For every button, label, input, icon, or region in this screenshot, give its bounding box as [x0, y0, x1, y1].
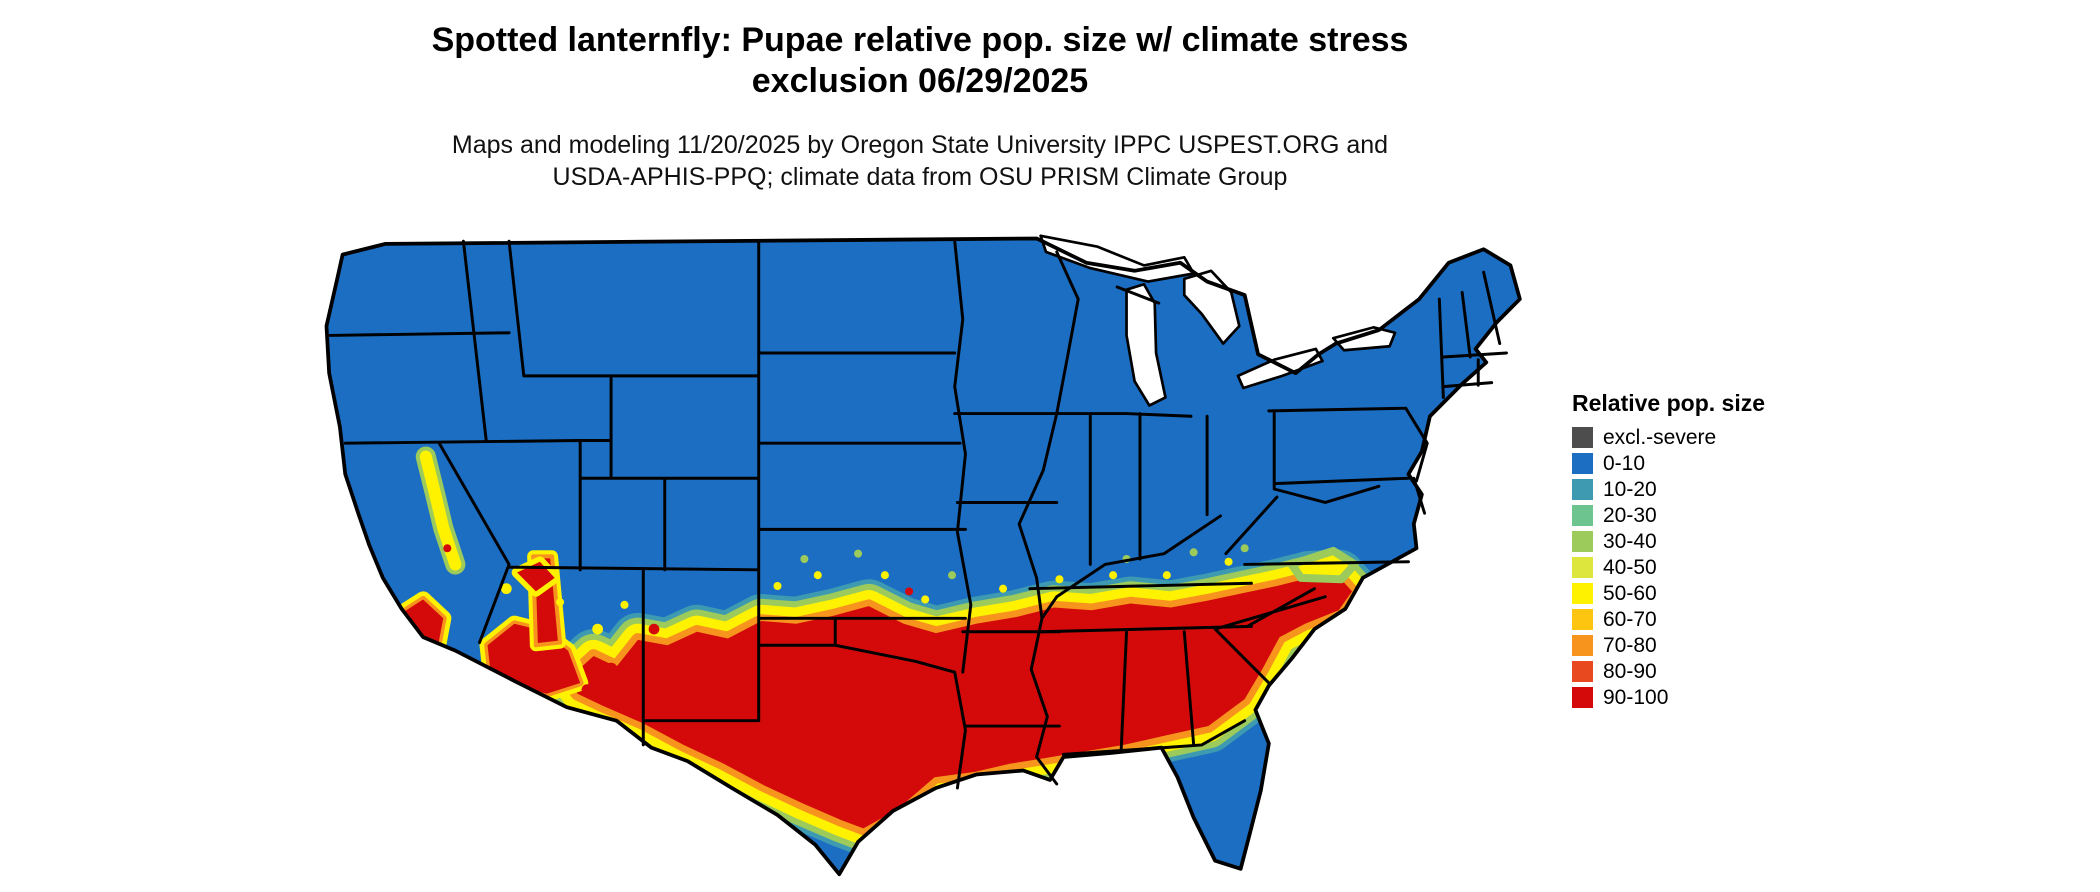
- legend-swatch: [1572, 557, 1593, 578]
- state-borders-west: [327, 239, 761, 747]
- legend-swatch: [1572, 479, 1593, 500]
- legend-item: 10-20: [1572, 479, 1765, 500]
- legend: Relative pop. size excl.-severe 0-10 10-…: [1572, 390, 1765, 713]
- yellow-speckles: [500, 557, 1233, 852]
- legend-label: 20-30: [1603, 504, 1657, 527]
- state-borders-east: [1028, 270, 1508, 756]
- legend-item: 70-80: [1572, 635, 1765, 656]
- legend-swatch: [1572, 505, 1593, 526]
- lake-ontario: [1331, 326, 1397, 352]
- legend-swatch: [1572, 453, 1593, 474]
- us-map-svg: [324, 234, 1522, 877]
- lake-michigan: [1125, 282, 1167, 407]
- legend-item: 50-60: [1572, 583, 1765, 604]
- legend-swatch: [1572, 531, 1593, 552]
- nc-va-yellow-patch: [1287, 546, 1359, 584]
- legend-label: 90-100: [1603, 686, 1669, 709]
- us-map: [305, 225, 1540, 885]
- ca-valley-red-speck: [443, 544, 452, 553]
- legend-item: 60-70: [1572, 609, 1765, 630]
- map-subtitle-line1: Maps and modeling 11/20/2025 by Oregon S…: [451, 130, 1389, 159]
- population-overlays: [392, 446, 1359, 852]
- lake-erie: [1236, 347, 1324, 390]
- header: Spotted lanternfly: Pupae relative pop. …: [0, 20, 1840, 194]
- state-borders-midwest: [757, 239, 1222, 790]
- legend-label: 80-90: [1603, 660, 1657, 683]
- green-speckles: [800, 544, 1249, 580]
- legend-label: 0-10: [1603, 452, 1646, 475]
- red-speckles: [581, 587, 914, 696]
- legend-item: excl.-severe: [1572, 427, 1765, 448]
- legend-label: 10-20: [1603, 478, 1657, 501]
- legend-swatch: [1572, 609, 1593, 630]
- legend-swatch: [1572, 687, 1593, 708]
- legend-item: 0-10: [1572, 453, 1765, 474]
- legend-swatch: [1572, 583, 1593, 604]
- legend-title: Relative pop. size: [1572, 390, 1766, 416]
- legend-label: excl.-severe: [1603, 426, 1717, 449]
- legend-item: 80-90: [1572, 661, 1765, 682]
- legend-label: 40-50: [1603, 556, 1657, 579]
- legend-swatch: [1572, 661, 1593, 682]
- map-title-line2: exclusion 06/29/2025: [751, 62, 1089, 101]
- map-title: Spotted lanternfly: Pupae relative pop. …: [0, 20, 1840, 103]
- map-title-line1: Spotted lanternfly: Pupae relative pop. …: [431, 21, 1409, 59]
- legend-item: 30-40: [1572, 531, 1765, 552]
- legend-item: 20-30: [1572, 505, 1765, 526]
- legend-items: excl.-severe 0-10 10-20 20-30 30-40 40-5…: [1572, 427, 1765, 708]
- legend-swatch: [1572, 427, 1593, 448]
- legend-item: 40-50: [1572, 557, 1765, 578]
- map-subtitle-line2: USDA-APHIS-PPQ; climate data from OSU PR…: [552, 163, 1288, 192]
- legend-item: 90-100: [1572, 687, 1765, 708]
- legend-label: 60-70: [1603, 608, 1657, 631]
- legend-swatch: [1572, 635, 1593, 656]
- legend-label: 50-60: [1603, 582, 1657, 605]
- state-borders: [327, 239, 1508, 790]
- great-lakes: [1039, 234, 1397, 407]
- map-subtitle: Maps and modeling 11/20/2025 by Oregon S…: [0, 129, 1840, 194]
- legend-label: 70-80: [1603, 634, 1657, 657]
- legend-label: 30-40: [1603, 530, 1657, 553]
